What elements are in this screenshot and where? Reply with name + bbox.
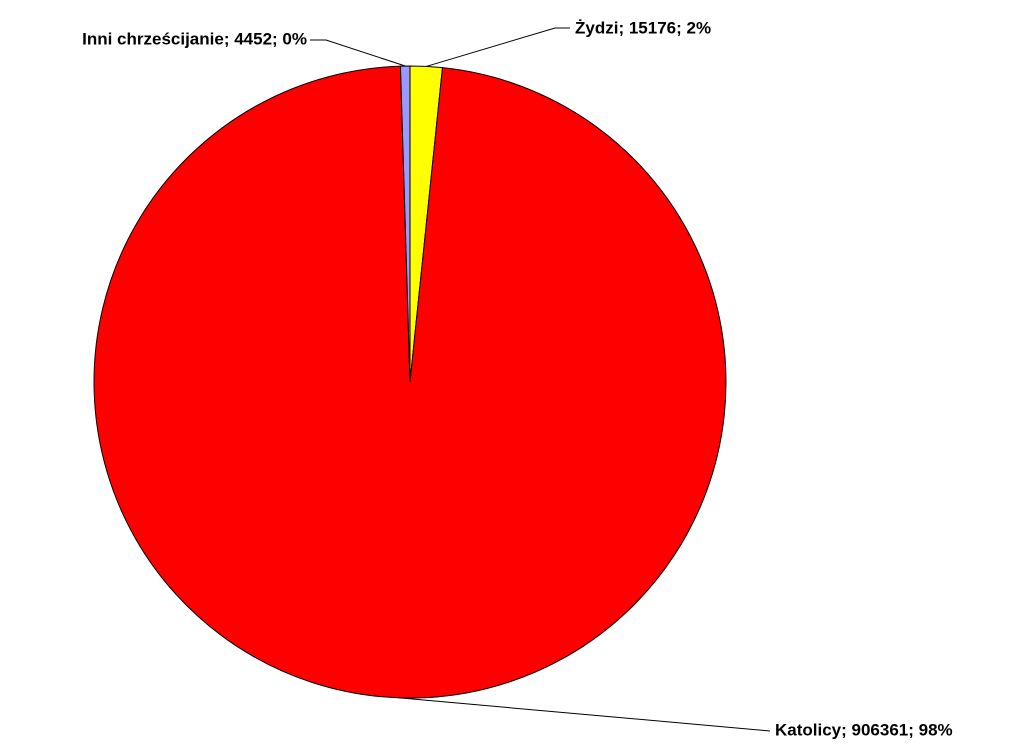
leader-line: [398, 697, 771, 732]
data-label: Żydzi; 15176; 2%: [575, 18, 711, 37]
data-label: Inni chrześcijanie; 4452; 0%: [82, 29, 307, 48]
pie-slice: [399, 65, 411, 383]
leader-line: [426, 27, 570, 67]
data-label: Katolicy; 906361; 98%: [775, 720, 953, 739]
leader-line: [310, 39, 406, 67]
